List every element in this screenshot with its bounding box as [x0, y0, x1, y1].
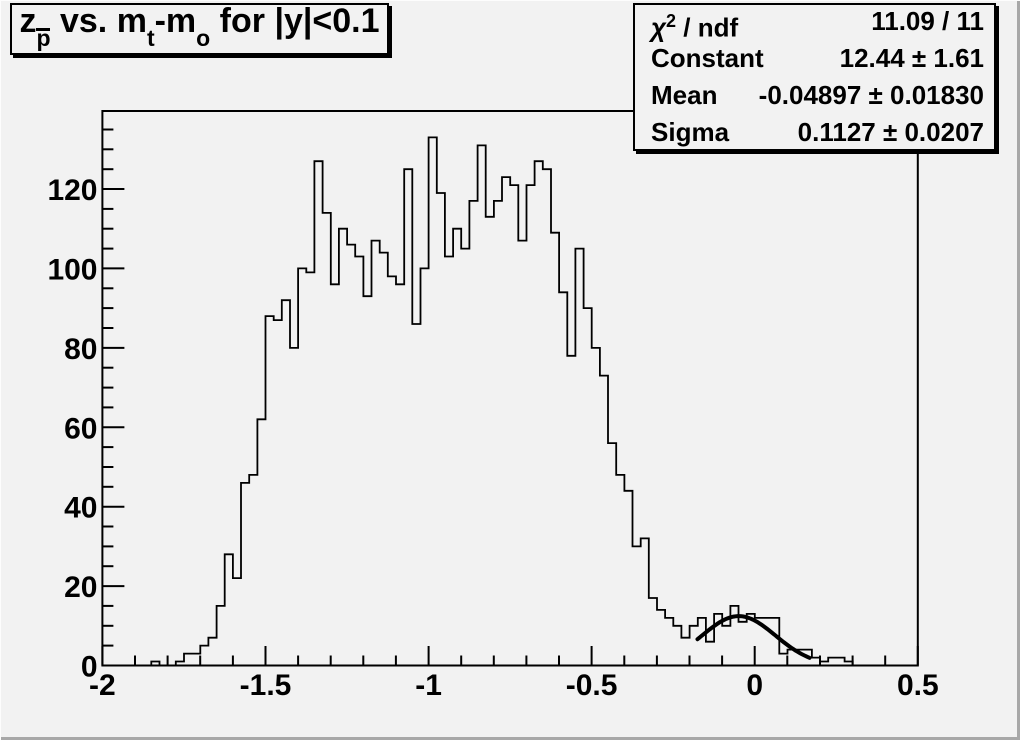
svg-text:0: 0 [81, 651, 98, 684]
svg-text:0.5: 0.5 [897, 669, 939, 702]
svg-text:-0.5: -0.5 [566, 669, 618, 702]
svg-text:20: 20 [64, 571, 97, 604]
svg-text:0: 0 [746, 669, 763, 702]
svg-text:40: 40 [64, 492, 97, 525]
svg-text:-2: -2 [89, 669, 116, 702]
svg-text:80: 80 [64, 333, 97, 366]
svg-text:-1: -1 [415, 669, 442, 702]
svg-text:60: 60 [64, 412, 97, 445]
svg-text:-1.5: -1.5 [240, 669, 292, 702]
svg-text:100: 100 [47, 253, 97, 286]
svg-text:120: 120 [47, 174, 97, 207]
